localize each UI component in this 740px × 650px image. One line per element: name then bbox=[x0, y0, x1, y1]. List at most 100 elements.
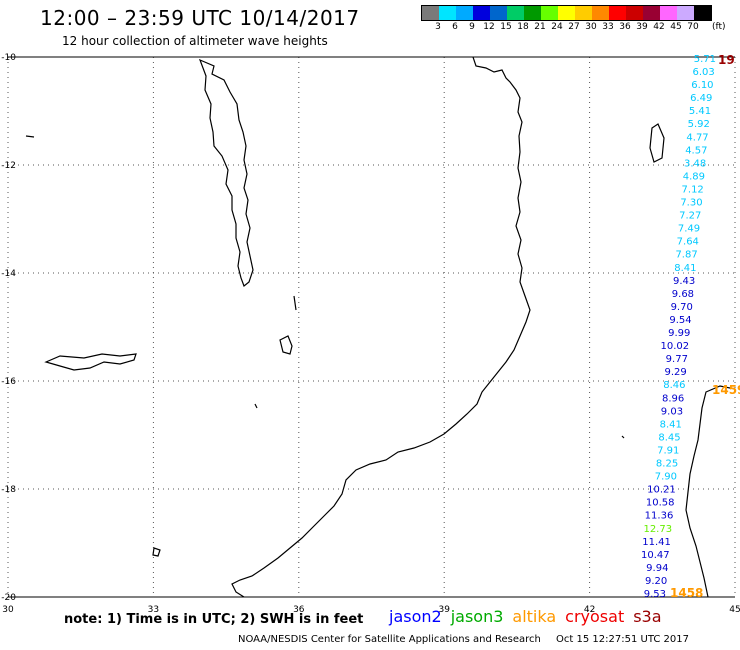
lon-label: 39 bbox=[438, 605, 450, 615]
lake-malawi bbox=[198, 58, 254, 287]
lon-label: 42 bbox=[584, 605, 595, 615]
scale-swatch bbox=[626, 6, 643, 20]
lat-label: -10 bbox=[1, 53, 16, 63]
scale-label: 15 bbox=[500, 22, 512, 32]
graticule bbox=[7, 56, 736, 598]
scale-swatch bbox=[558, 6, 575, 20]
scale-swatch bbox=[541, 6, 558, 20]
wave-height-reading: 9.99 bbox=[668, 328, 690, 339]
scale-swatch bbox=[575, 6, 592, 20]
wave-height-reading: 7.30 bbox=[680, 198, 702, 209]
wave-height-reading: 6.49 bbox=[690, 93, 712, 104]
lat-label: -14 bbox=[1, 269, 16, 279]
scale-swatch bbox=[592, 6, 609, 20]
scale-swatch bbox=[694, 6, 711, 20]
wave-height-reading: 4.89 bbox=[683, 171, 705, 182]
small-islet bbox=[152, 547, 161, 557]
wave-height-reading: 8.46 bbox=[663, 380, 685, 391]
wave-height-reading: 8.96 bbox=[662, 393, 684, 404]
scale-label: 21 bbox=[534, 22, 546, 32]
scale-label: 12 bbox=[483, 22, 495, 32]
wave-height-reading: 8.45 bbox=[658, 432, 680, 443]
mainland-coast bbox=[231, 57, 531, 597]
wave-height-reading: 9.54 bbox=[669, 315, 691, 326]
footer-center: NOAA/NESDIS Center for Satellite Applica… bbox=[238, 634, 541, 645]
wave-height-reading: 9.29 bbox=[664, 367, 686, 378]
lake-cahora-bassa bbox=[44, 353, 137, 371]
wave-height-reading: 4.57 bbox=[685, 145, 707, 156]
wave-height-reading: 8.41 bbox=[660, 419, 682, 430]
wave-height-reading: 7.87 bbox=[675, 250, 697, 261]
scale-swatch bbox=[677, 6, 694, 20]
pass-time-label: 1459 bbox=[712, 383, 740, 397]
wave-height-reading: 7.27 bbox=[679, 211, 701, 222]
wave-height-reading: 8.25 bbox=[656, 459, 678, 470]
satellite-legend: jason2 jason3 altika cryosat s3a bbox=[389, 607, 671, 626]
small-islet bbox=[293, 295, 297, 311]
wave-height-reading: 9.94 bbox=[646, 563, 668, 574]
scale-label: 42 bbox=[653, 22, 665, 32]
wave-height-reading: 9.70 bbox=[671, 302, 693, 313]
wave-height-reading: 10.02 bbox=[661, 341, 690, 352]
scale-label: 33 bbox=[602, 22, 614, 32]
color-scale-labels: 3 6 9 12 15 18 21 24 27 30 33 36 39 42 45 70 (ft) bbox=[421, 21, 725, 33]
scale-label: 18 bbox=[517, 22, 529, 32]
scale-swatch bbox=[524, 6, 541, 20]
satellite-jason3: jason3 bbox=[450, 607, 504, 626]
scale-swatch bbox=[456, 6, 473, 20]
scale-swatch bbox=[422, 6, 439, 20]
units-note: note: 1) Time is in UTC; 2) SWH is in fe… bbox=[64, 612, 364, 627]
wave-height-reading: 7.91 bbox=[657, 445, 679, 456]
lon-label: 33 bbox=[148, 605, 159, 615]
wave-height-reading: 7.90 bbox=[655, 472, 677, 483]
wave-height-reading: 9.03 bbox=[661, 406, 683, 417]
lake-chilwa bbox=[279, 335, 293, 355]
wave-height-reading: 7.12 bbox=[682, 184, 704, 195]
pass-time-label: 1458 bbox=[670, 586, 703, 600]
scale-swatch bbox=[473, 6, 490, 20]
wave-height-reading: 12.73 bbox=[643, 524, 672, 535]
madagascar-coast bbox=[685, 385, 735, 597]
wave-height-reading: 11.41 bbox=[642, 537, 671, 548]
footer: NOAA/NESDIS Center for Satellite Applica… bbox=[238, 634, 701, 645]
scale-swatch bbox=[490, 6, 507, 20]
scale-label: 6 bbox=[452, 22, 458, 32]
color-scale-swatches bbox=[421, 5, 712, 21]
wave-height-reading: 5.71 bbox=[694, 54, 716, 65]
scale-label: 27 bbox=[568, 22, 580, 32]
lon-label: 45 bbox=[729, 605, 740, 615]
scale-swatch bbox=[439, 6, 456, 20]
satellite-s3a: s3a bbox=[633, 607, 662, 626]
pass-time-label: 19 bbox=[718, 53, 735, 67]
small-islet bbox=[254, 403, 258, 409]
wave-height-reading: 9.20 bbox=[645, 576, 667, 587]
wave-height-reading: 10.47 bbox=[641, 550, 670, 561]
scale-swatch bbox=[507, 6, 524, 20]
wave-height-reading: 9.68 bbox=[672, 289, 694, 300]
comoros-island bbox=[649, 123, 665, 163]
scale-label: 39 bbox=[636, 22, 648, 32]
scale-swatch bbox=[609, 6, 626, 20]
satellite-track: 5.71 6.03 6.10 6.49 5.41 5.92 4.77 4.57 3.48 4.89… bbox=[641, 53, 740, 600]
satellite-cryosat: cryosat bbox=[565, 607, 625, 626]
wave-height-reading: 8.41 bbox=[674, 263, 696, 274]
satellite-altika: altika bbox=[512, 607, 557, 626]
color-scale: 3 6 9 12 15 18 21 24 27 30 33 36 39 42 45 70 (ft) bbox=[421, 5, 726, 33]
axis-labels: -10 -12 -14 -16 -18 -20 30 33 36 39 42 45 bbox=[1, 53, 740, 615]
footer-timestamp: Oct 15 12:27:51 UTC 2017 bbox=[556, 634, 689, 645]
satellite-jason2: jason2 bbox=[389, 607, 442, 626]
small-islet bbox=[621, 435, 625, 439]
scale-label: 70 bbox=[687, 22, 699, 32]
map-subtitle: 12 hour collection of altimeter wave hei… bbox=[62, 34, 328, 48]
scale-swatch bbox=[643, 6, 660, 20]
wave-height-reading: 4.77 bbox=[686, 132, 708, 143]
wave-height-reading: 6.10 bbox=[691, 80, 713, 91]
scale-swatch bbox=[660, 6, 677, 20]
scale-label: 30 bbox=[585, 22, 597, 32]
map-title: 12:00 – 23:59 UTC 10/14/2017 bbox=[40, 6, 360, 30]
wave-height-reading: 9.53 bbox=[644, 589, 666, 600]
wave-height-reading: 7.49 bbox=[678, 224, 700, 235]
wave-height-reading: 7.64 bbox=[677, 237, 699, 248]
wave-height-reading: 9.43 bbox=[673, 276, 695, 287]
